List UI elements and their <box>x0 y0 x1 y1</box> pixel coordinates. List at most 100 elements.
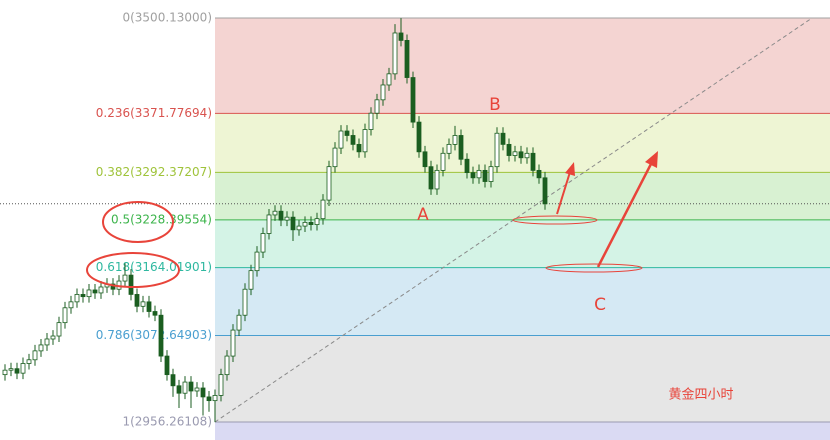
candle-body <box>272 210 278 216</box>
candle-body <box>266 214 272 234</box>
candle-body <box>134 294 140 307</box>
candle-body <box>248 270 254 290</box>
candle-body <box>464 158 470 174</box>
candle-body <box>338 130 344 149</box>
candle-body <box>416 121 422 153</box>
candle-body <box>356 143 362 153</box>
candle-body <box>542 177 548 205</box>
fib-zones <box>215 18 830 440</box>
highlight-ellipse <box>545 263 643 273</box>
candle-body <box>482 169 488 182</box>
candle-body <box>92 289 98 294</box>
candle-body <box>8 368 14 371</box>
candle-body <box>428 166 434 190</box>
candle-body <box>422 151 428 168</box>
fib-label: 0.236(3371.77694) <box>96 106 212 120</box>
candle-body <box>332 147 338 168</box>
candle-body <box>392 32 398 75</box>
candle-body <box>152 311 158 316</box>
candle-body <box>434 169 440 190</box>
fib-zone <box>215 113 830 173</box>
candle-body <box>98 286 104 294</box>
candle-body <box>452 135 458 145</box>
candle-body <box>86 289 92 298</box>
candle-body <box>440 152 446 171</box>
candle-body <box>290 216 296 231</box>
candle-body <box>200 387 206 398</box>
candle-body <box>26 359 32 364</box>
candle-body <box>302 221 308 227</box>
candle-body <box>32 350 38 361</box>
candle-body <box>404 40 410 78</box>
candle-body <box>140 301 146 307</box>
candle-body <box>56 322 62 337</box>
annotation: 黄金四小时 <box>668 387 733 403</box>
candle-body <box>446 143 452 154</box>
candle-body <box>242 288 248 316</box>
candle-body <box>122 274 128 282</box>
annotation: C <box>594 295 606 315</box>
candle-body <box>350 135 356 145</box>
candle-body <box>488 166 494 182</box>
candle-body <box>536 169 542 179</box>
fib-label: 1(2956.26108) <box>122 414 212 428</box>
fib-zone <box>215 219 830 268</box>
fib-label: 0.382(3292.37207) <box>96 165 212 179</box>
candle-body <box>380 84 386 101</box>
candle-body <box>314 218 320 226</box>
fib-label: 0.5(3228.39554) <box>111 212 212 226</box>
candle-body <box>500 132 506 145</box>
candle-body <box>344 130 350 136</box>
candle-body <box>38 344 44 352</box>
candle-body <box>230 329 236 357</box>
candle-body <box>224 355 230 376</box>
candle-body <box>158 314 164 357</box>
candle-body <box>260 233 266 253</box>
candle-body <box>194 387 200 392</box>
fib-label: 0.618(3164.01901) <box>96 260 212 274</box>
candle-body <box>398 32 404 41</box>
fib-zone <box>215 421 830 440</box>
fib-zone <box>215 335 830 422</box>
highlight-ellipse <box>102 201 174 243</box>
candle-body <box>164 355 170 376</box>
candle-body <box>44 338 50 346</box>
candle-body <box>170 374 176 387</box>
arrow-head <box>645 151 658 168</box>
candle-body <box>326 166 332 201</box>
candles <box>2 18 548 423</box>
annotation: A <box>417 205 429 225</box>
arrow <box>556 171 571 215</box>
annotations: A B C 黄金四小时 <box>86 95 734 403</box>
highlight-ellipse <box>512 215 598 225</box>
arrow-head <box>565 162 575 176</box>
fib-label: 0.786(3072.64903) <box>96 328 212 342</box>
arrow <box>596 161 654 268</box>
candle-body <box>68 301 74 309</box>
candle-body <box>494 132 500 168</box>
candle-body <box>236 314 242 331</box>
candle-body <box>14 368 20 374</box>
candle-body <box>530 152 536 171</box>
candle-body <box>374 99 380 114</box>
candle-body <box>74 294 80 303</box>
fib-label: 0(3500.13000) <box>122 11 212 25</box>
candle-body <box>284 216 290 221</box>
candle-body <box>218 374 224 396</box>
candle-body <box>410 77 416 123</box>
candle-body <box>2 369 8 376</box>
candle-body <box>368 112 374 130</box>
candle-body <box>506 143 512 156</box>
candle-body <box>128 274 134 295</box>
candle-body <box>62 307 68 324</box>
candle-body <box>524 152 530 159</box>
highlight-ellipse <box>86 252 180 288</box>
candle-body <box>476 169 482 179</box>
fib-zone <box>215 18 830 114</box>
candle-body <box>188 381 194 392</box>
fib-zone <box>215 172 830 220</box>
candle-body <box>50 335 56 340</box>
candle-body <box>206 396 212 402</box>
candle-body <box>320 199 326 220</box>
